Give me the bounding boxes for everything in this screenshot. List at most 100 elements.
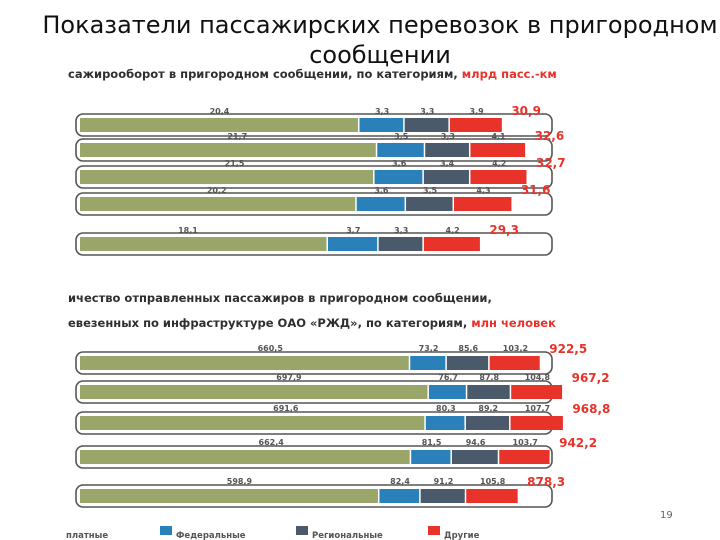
chart-2-row-5-frame — [75, 484, 553, 508]
chart-2-title-text: ичество отправленных пассажиров в пригор… — [68, 291, 492, 305]
chart-1-row-5-frame — [75, 232, 553, 256]
chart-2-bar-Региональные-4 — [451, 450, 498, 464]
chart-2-bar-Другие-2 — [511, 385, 563, 399]
legend-swatch-Региональные — [296, 526, 308, 535]
chart-2-bar-Федеральные-1 — [410, 356, 446, 370]
chart-1-title-text: сажирооборот в пригородном сообщении, по… — [68, 67, 462, 81]
chart-1-label-Платные-4: 20,2 — [207, 186, 227, 195]
chart-1-bar-Федеральные-1 — [359, 118, 404, 132]
chart-2-total-2: 967,2 — [572, 371, 610, 385]
chart-2-label-Другие-5: 105,8 — [480, 477, 506, 486]
chart-1-bar-Другие-4 — [454, 197, 512, 211]
chart-1-label-Федеральные-1: 3,3 — [375, 107, 389, 116]
chart-1-label-Платные-3: 21,5 — [225, 159, 245, 168]
chart-2-label-Региональные-3: 89,2 — [478, 404, 498, 413]
slide-title: Показатели пассажирских перевозок в приг… — [42, 11, 718, 69]
chart-1-bar-Региональные-2 — [425, 143, 469, 157]
legend-label-Платные: платные — [66, 531, 108, 540]
chart-1-total-2: 32,6 — [535, 129, 565, 143]
chart-2-total-4: 942,2 — [559, 436, 597, 450]
chart-2-title-line-2: евезенных по инфраструктуре ОАО «РЖД», п… — [68, 316, 556, 330]
page-number: 19 — [660, 510, 673, 521]
chart-2-label-Платные-3: 691,6 — [273, 404, 299, 413]
chart-1-label-Платные-5: 18,1 — [178, 226, 198, 235]
chart-1-bar-Платные-5 — [80, 237, 327, 251]
chart-2-label-Федеральные-3: 80,3 — [436, 404, 456, 413]
legend-label-Другие: Другие — [444, 531, 480, 540]
chart-1-label-Другие-1: 3,9 — [470, 107, 485, 116]
chart-2-label-Другие-4: 103,7 — [513, 438, 538, 447]
chart-1-label-Региональные-3: 3,4 — [440, 159, 455, 168]
chart-1-bar-Другие-3 — [470, 170, 527, 184]
chart-2-bar-Платные-1 — [80, 356, 409, 370]
chart-2-label-Другие-2: 104,8 — [525, 373, 551, 382]
chart-2-label-Платные-1: 660,5 — [258, 344, 284, 353]
chart-1-row-3-frame — [75, 165, 553, 189]
chart-1-bar-Другие-2 — [470, 143, 526, 157]
chart-1-label-Региональные-2: 3,3 — [441, 132, 455, 141]
chart-2-label-Федеральные-4: 81,5 — [422, 438, 442, 447]
chart-1-bar-Федеральные-4 — [356, 197, 405, 211]
chart-2-label-Платные-2: 697,9 — [276, 373, 302, 382]
chart-2-label-Другие-3: 107,7 — [525, 404, 550, 413]
chart-1-label-Региональные-4: 3,5 — [423, 186, 438, 195]
chart-2-row-4-frame — [75, 445, 553, 469]
chart-1-label-Другие-5: 4,2 — [446, 226, 460, 235]
chart-2-bar-Федеральные-4 — [411, 450, 451, 464]
chart-2-label-Региональные-4: 94,6 — [466, 438, 486, 447]
chart-1-label-Другие-2: 4,1 — [491, 132, 506, 141]
chart-1-label-Региональные-5: 3,3 — [394, 226, 408, 235]
chart-2-label-Федеральные-2: 76,7 — [438, 373, 458, 382]
chart-2-bar-Другие-4 — [499, 450, 550, 464]
chart-2-bar-Федеральные-3 — [425, 416, 465, 430]
chart-2-title-line-1: ичество отправленных пассажиров в пригор… — [68, 291, 492, 305]
chart-2-bar-Платные-2 — [80, 385, 428, 399]
chart-1-title-unit: млрд пасс.-км — [462, 67, 557, 81]
chart-1-label-Платные-1: 20,4 — [210, 107, 230, 116]
chart-2-label-Федеральные-5: 82,4 — [390, 477, 410, 486]
chart-1-row-2-frame — [75, 138, 553, 162]
chart-1-bar-Платные-1 — [80, 118, 358, 132]
chart-2-bar-Региональные-1 — [446, 356, 489, 370]
legend-swatch-Федеральные — [160, 526, 172, 535]
chart-1-total-4: 31,6 — [521, 183, 551, 197]
chart-2-title-text: евезенных по инфраструктуре ОАО «РЖД», п… — [68, 316, 471, 330]
chart-1-label-Платные-2: 21,7 — [227, 132, 247, 141]
chart-1-row-1-frame — [75, 113, 553, 137]
chart-2-bar-Платные-4 — [80, 450, 410, 464]
chart-2-label-Платные-4: 662,4 — [259, 438, 285, 447]
chart-2-bar-Платные-3 — [80, 416, 425, 430]
chart-1-bar-Региональные-5 — [378, 237, 423, 251]
chart-1-label-Региональные-1: 3,3 — [420, 107, 434, 116]
chart-2-bar-Региональные-2 — [467, 385, 510, 399]
chart-1-bar-Платные-4 — [80, 197, 356, 211]
chart-2-label-Платные-5: 598,9 — [227, 477, 253, 486]
chart-2-total-1: 922,5 — [549, 342, 587, 356]
chart-1-label-Другие-3: 4,2 — [492, 159, 506, 168]
chart-1-label-Другие-4: 4,3 — [476, 186, 490, 195]
chart-2-total-5: 878,3 — [527, 475, 565, 489]
legend-swatch-Другие — [428, 526, 440, 535]
chart-2-bar-Федеральные-5 — [379, 489, 420, 503]
chart-2-bar-Федеральные-2 — [428, 385, 466, 399]
chart-2-label-Федеральные-1: 73,2 — [419, 344, 439, 353]
chart-1-bar-Платные-3 — [80, 170, 374, 184]
chart-2-label-Региональные-2: 87,8 — [479, 373, 499, 382]
chart-1-bar-Федеральные-2 — [377, 143, 424, 157]
chart-1-title-line-1: сажирооборот в пригородном сообщении, по… — [68, 67, 557, 81]
chart-1-row-4-frame — [75, 192, 553, 216]
chart-2-total-3: 968,8 — [572, 402, 610, 416]
chart-2-label-Другие-1: 103,2 — [503, 344, 528, 353]
chart-1-bar-Федеральные-3 — [374, 170, 423, 184]
chart-1-bar-Региональные-3 — [423, 170, 469, 184]
chart-2-label-Региональные-1: 85,6 — [458, 344, 478, 353]
chart-1-bar-Региональные-4 — [406, 197, 453, 211]
chart-1-label-Федеральные-4: 3,6 — [374, 186, 389, 195]
chart-2-bar-Региональные-3 — [465, 416, 510, 430]
chart-2-title-unit: млн человек — [471, 316, 556, 330]
chart-1-total-3: 32,7 — [536, 156, 566, 170]
chart-1-bar-Платные-2 — [80, 143, 376, 157]
legend-label-Региональные: Региональные — [312, 531, 383, 540]
chart-2-bar-Другие-1 — [489, 356, 540, 370]
chart-1-total-1: 30,9 — [511, 104, 541, 118]
